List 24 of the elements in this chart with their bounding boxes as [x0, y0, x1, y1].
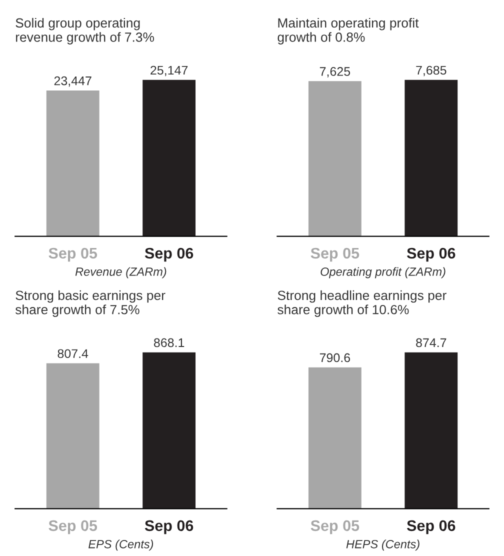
x-tick-label: Sep 05	[48, 520, 98, 534]
x-axis-title: HEPS (Cents)	[346, 540, 420, 551]
data-label: 23,447	[54, 76, 92, 87]
chart-title: Strong headline earnings per share growth of 10.6%	[278, 290, 446, 317]
data-label: 868.1	[154, 338, 184, 348]
x-tick-label: Sep 06	[144, 248, 194, 262]
data-label: 874.7	[416, 338, 446, 348]
x-tick-label: Sep 05	[310, 248, 360, 262]
chart-title: Strong basic earnings per share growth of 7.5%	[15, 290, 166, 317]
data-label: 7,685	[416, 66, 446, 76]
data-label: 7,625	[320, 67, 350, 78]
data-label: 25,147	[150, 66, 188, 76]
data-label: 807.4	[58, 349, 88, 358]
data-label: 790.6	[320, 353, 350, 362]
x-tick-label: Sep 05	[48, 248, 98, 262]
chart-title: Maintain operating profit growth of 0.8%	[278, 18, 419, 44]
x-tick-label: Sep 06	[406, 520, 456, 534]
x-axis-title: Operating profit (ZARm)	[320, 267, 446, 278]
x-axis-title: EPS (Cents)	[88, 540, 154, 551]
x-axis-title: Revenue (ZARm)	[75, 267, 166, 278]
x-tick-label: Sep 05	[310, 520, 360, 534]
x-tick-label: Sep 06	[144, 520, 194, 534]
chart-title: Solid group operating revenue growth of 7.3%	[16, 18, 154, 44]
x-tick-label: Sep 06	[406, 248, 456, 262]
